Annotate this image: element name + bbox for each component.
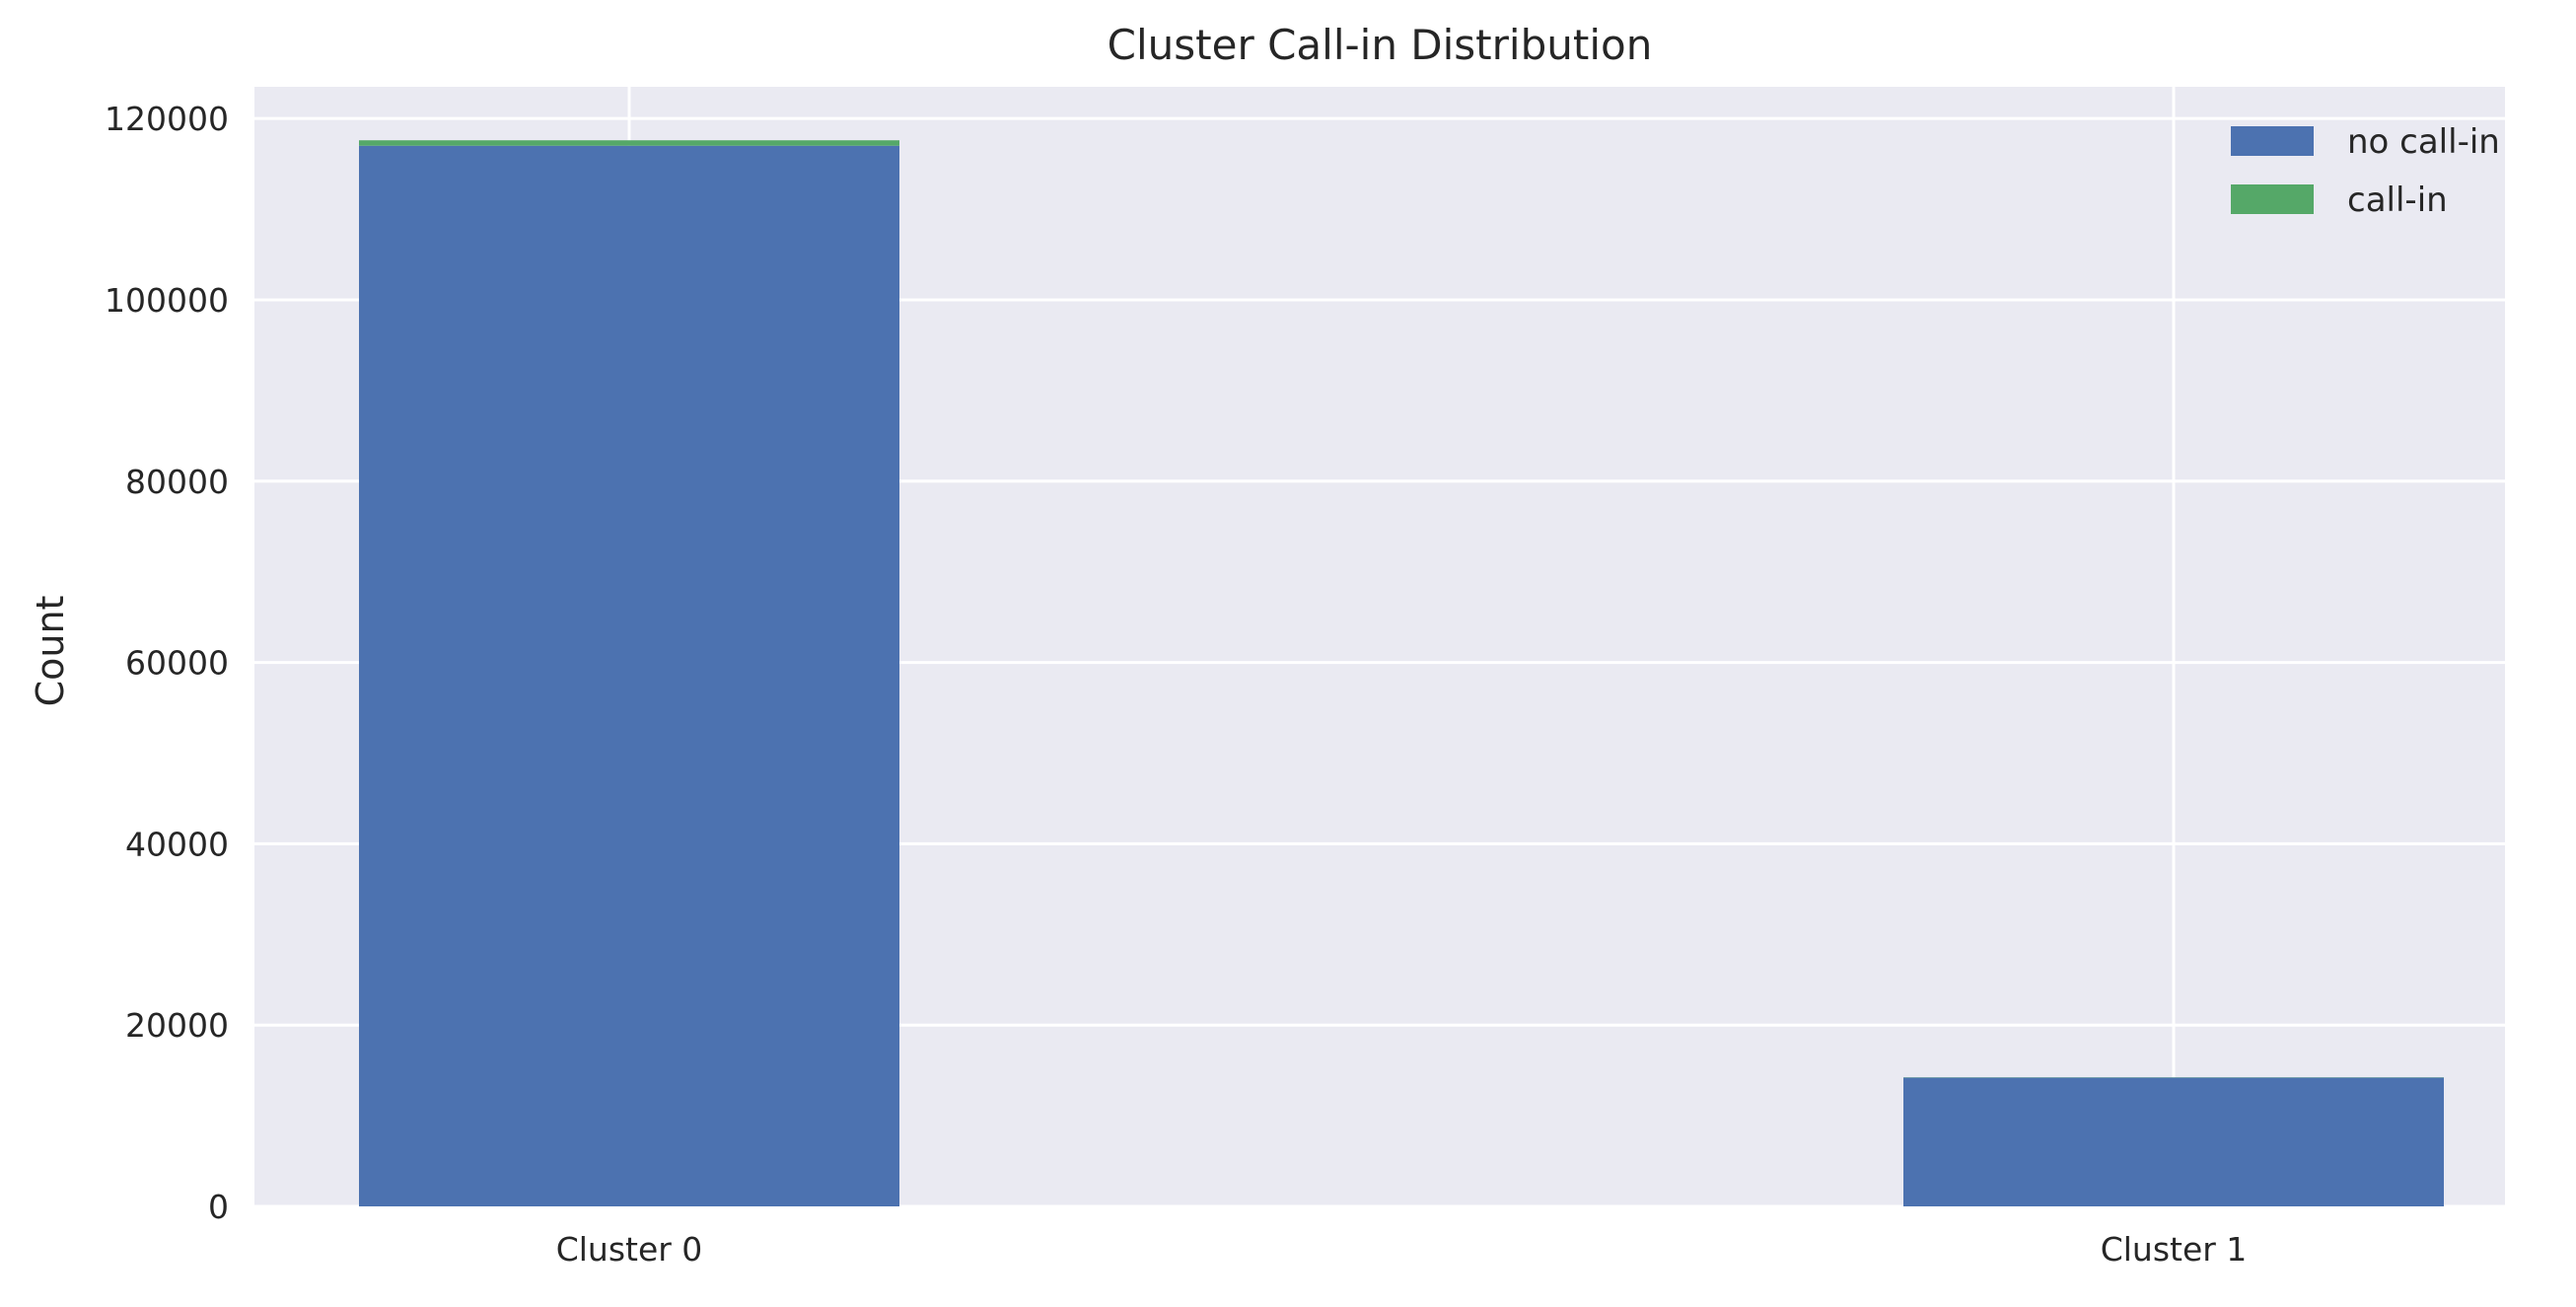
y-axis-label: Count [29, 596, 72, 707]
x-tick-label: Cluster 1 [2101, 1230, 2248, 1269]
bar-call-in-0 [359, 140, 899, 146]
y-tick-label: 40000 [125, 825, 229, 863]
y-tick-label: 100000 [105, 281, 229, 320]
legend-label-call-in: call-in [2347, 181, 2448, 220]
chart-title: Cluster Call-in Distribution [1108, 21, 1653, 69]
y-tick-label: 60000 [125, 644, 229, 683]
x-tick-label: Cluster 0 [556, 1230, 703, 1269]
bar-no-call-in-1 [1903, 1077, 2444, 1206]
y-tick-label: 0 [208, 1188, 229, 1226]
y-tick-label: 20000 [125, 1006, 229, 1045]
y-tick-label: 80000 [125, 463, 229, 501]
bar-no-call-in-0 [359, 146, 899, 1206]
y-tick-label: 120000 [105, 100, 229, 138]
legend-swatch-call-in [2231, 184, 2314, 214]
legend-swatch-no-call-in [2231, 126, 2314, 156]
legend-label-no-call-in: no call-in [2347, 122, 2500, 162]
